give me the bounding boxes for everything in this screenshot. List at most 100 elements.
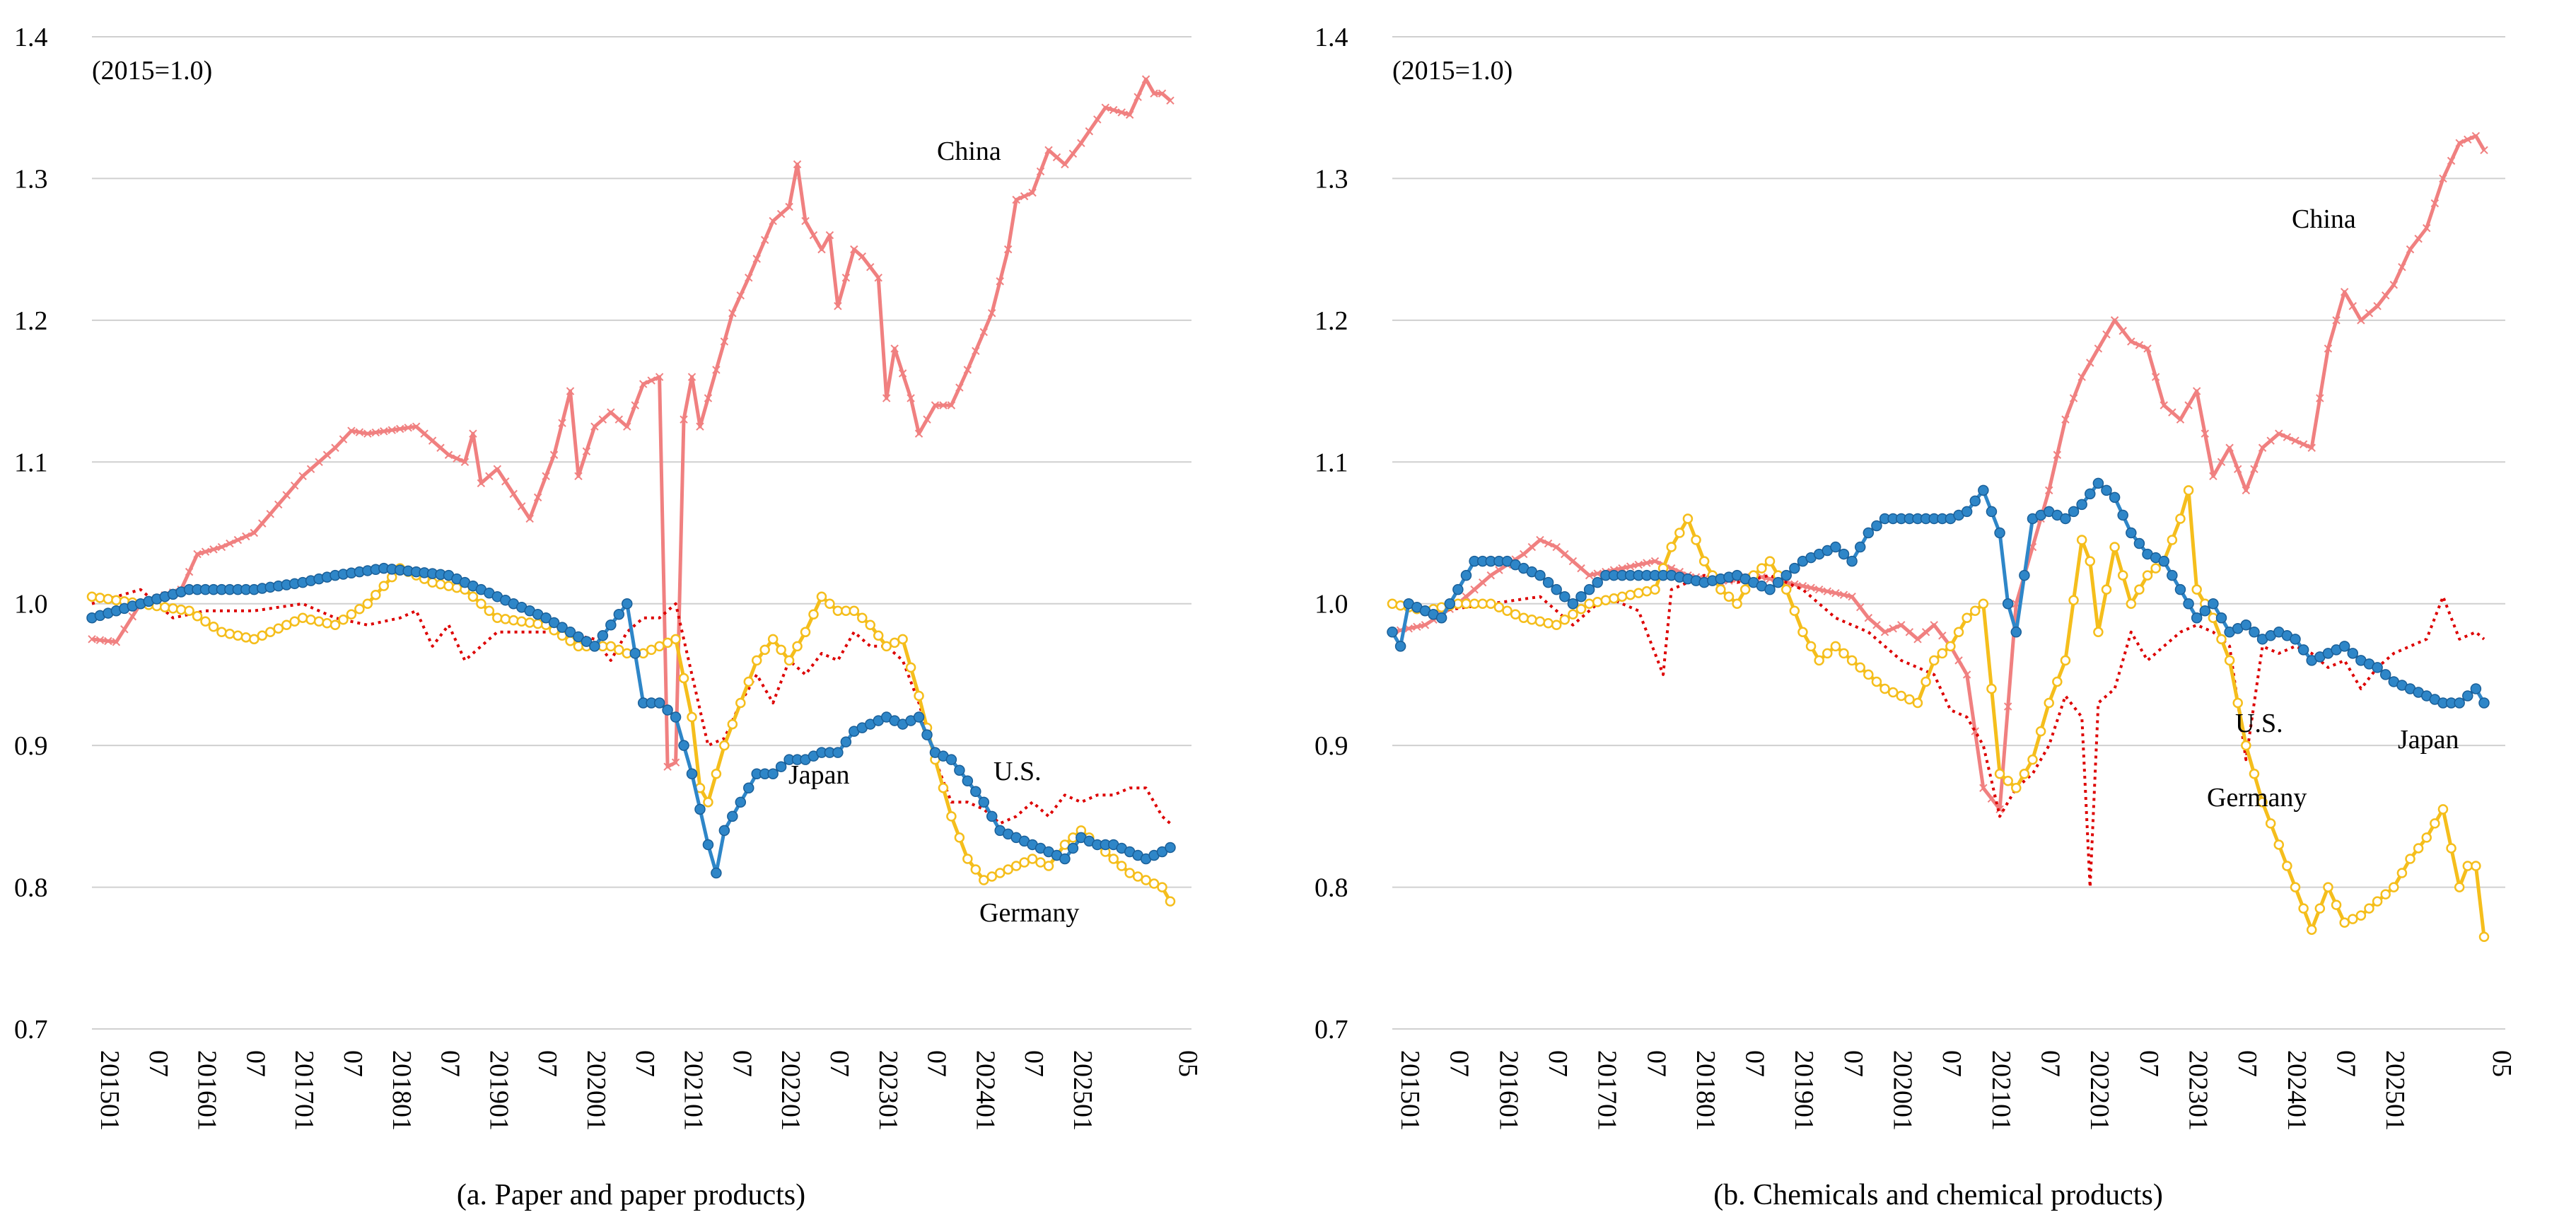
data-point bbox=[201, 547, 210, 556]
data-point bbox=[2068, 506, 2080, 518]
data-point bbox=[1814, 655, 1824, 666]
data-point bbox=[1577, 564, 1585, 573]
data-point bbox=[1634, 560, 1643, 569]
data-point bbox=[1823, 587, 1831, 595]
data-point bbox=[298, 472, 307, 481]
data-point bbox=[233, 630, 243, 641]
series-label-us: U.S. bbox=[993, 757, 1042, 786]
data-point bbox=[589, 641, 600, 652]
data-point bbox=[1969, 605, 1981, 616]
data-point bbox=[1633, 588, 1644, 598]
y-tick-label: 1.2 bbox=[14, 306, 48, 336]
x-tick-label: 07 bbox=[436, 1050, 465, 1077]
x-tick-label: 07 bbox=[727, 1050, 757, 1077]
data-point bbox=[1838, 548, 1850, 560]
data-point bbox=[485, 472, 494, 481]
data-point bbox=[2471, 861, 2481, 871]
series-label-japan: Japan bbox=[788, 760, 850, 790]
data-point bbox=[1584, 598, 1595, 609]
data-point bbox=[1158, 89, 1167, 98]
data-point bbox=[687, 373, 697, 381]
data-point bbox=[654, 641, 665, 652]
data-point bbox=[2389, 281, 2399, 289]
data-point bbox=[297, 612, 308, 624]
data-point bbox=[597, 630, 609, 641]
data-point bbox=[1897, 621, 1906, 629]
data-point bbox=[1772, 576, 1784, 588]
data-point bbox=[1650, 557, 1660, 566]
data-point bbox=[704, 394, 713, 402]
data-point bbox=[686, 768, 698, 779]
data-point bbox=[2234, 465, 2242, 474]
data-point bbox=[354, 603, 365, 615]
data-point bbox=[1839, 590, 1848, 599]
data-point bbox=[662, 704, 673, 716]
data-point bbox=[1790, 580, 1799, 588]
data-point bbox=[1536, 535, 1544, 545]
data-point bbox=[1913, 635, 1922, 644]
data-point bbox=[2019, 569, 2030, 581]
data-point bbox=[306, 465, 315, 474]
data-point bbox=[1863, 527, 1875, 539]
data-point bbox=[436, 443, 445, 452]
data-point bbox=[2134, 584, 2145, 595]
data-point bbox=[775, 761, 787, 772]
data-point bbox=[639, 380, 648, 388]
data-point bbox=[1028, 188, 1037, 197]
data-point bbox=[1962, 670, 1971, 679]
data-point bbox=[1855, 662, 1865, 673]
data-point bbox=[670, 711, 682, 723]
data-point bbox=[2340, 288, 2349, 296]
chart-subtitle: (2015=1.0) bbox=[1392, 56, 1513, 86]
data-point bbox=[1592, 576, 1603, 588]
data-point bbox=[1995, 805, 2004, 814]
data-point bbox=[2439, 174, 2447, 183]
data-point bbox=[1592, 596, 1603, 607]
data-point bbox=[1978, 598, 1989, 609]
data-point bbox=[313, 616, 325, 627]
data-point bbox=[574, 472, 583, 481]
x-tick-label: 202501 bbox=[2380, 1050, 2410, 1131]
x-tick-label: 07 bbox=[1543, 1050, 1573, 1077]
data-point bbox=[200, 616, 211, 627]
data-point bbox=[783, 655, 795, 666]
data-point bbox=[548, 617, 560, 629]
data-point bbox=[939, 401, 948, 409]
series-label-germany: Germany bbox=[979, 898, 1079, 928]
data-point bbox=[866, 262, 875, 272]
data-point bbox=[2455, 139, 2464, 148]
data-point bbox=[963, 366, 972, 374]
data-point bbox=[1978, 484, 1989, 496]
y-tick-label: 1.0 bbox=[14, 590, 48, 619]
data-point bbox=[881, 641, 892, 652]
series-line-china bbox=[1392, 134, 2486, 811]
data-point bbox=[2257, 797, 2268, 808]
data-point bbox=[2299, 440, 2308, 448]
data-point bbox=[2151, 373, 2160, 381]
data-point bbox=[453, 454, 461, 462]
series-china bbox=[88, 75, 1175, 771]
data-point bbox=[1838, 648, 1849, 659]
y-tick-label: 0.7 bbox=[14, 1015, 48, 1044]
data-point bbox=[371, 589, 381, 600]
data-point bbox=[1132, 871, 1143, 882]
data-point bbox=[2191, 612, 2203, 624]
data-point bbox=[2225, 443, 2234, 452]
data-point bbox=[1937, 648, 1948, 659]
data-point bbox=[1756, 563, 1767, 574]
data-point bbox=[2191, 584, 2202, 595]
data-point bbox=[192, 611, 203, 622]
data-point bbox=[347, 426, 356, 435]
data-point bbox=[678, 673, 689, 684]
data-point bbox=[1150, 89, 1158, 98]
data-point bbox=[128, 612, 137, 621]
data-point bbox=[558, 419, 566, 427]
data-point bbox=[1109, 105, 1118, 115]
data-point bbox=[921, 729, 933, 740]
data-point bbox=[623, 422, 631, 431]
data-point bbox=[346, 609, 357, 619]
data-point bbox=[2217, 458, 2226, 466]
data-point bbox=[1477, 598, 1488, 609]
data-point bbox=[104, 636, 112, 646]
data-point bbox=[1846, 555, 1858, 567]
